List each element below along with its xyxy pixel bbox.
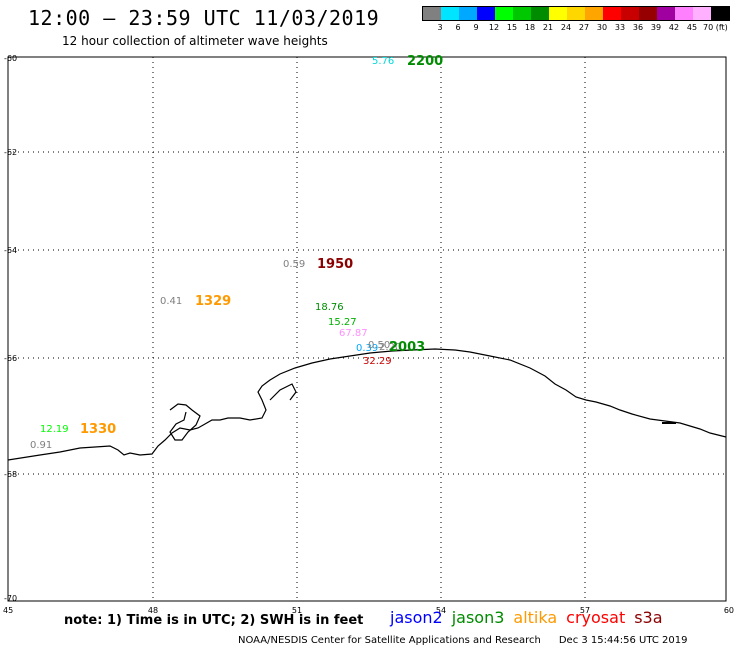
legend-swatch: [441, 7, 459, 20]
lon-tick-label: 48: [148, 606, 158, 615]
antarctic-coastline: [7, 348, 727, 461]
color-legend: 3 6 9 12 15 18 21 24 27 30 33 36 39 42 45 70 (ft): [422, 6, 730, 32]
lat-tick-label: -68: [4, 470, 17, 479]
legend-swatch: [585, 7, 603, 20]
mission-label: altika: [513, 608, 558, 627]
lat-tick-label: -60: [4, 54, 17, 63]
map-frame: [7, 56, 727, 602]
legend-label: 9: [473, 23, 479, 32]
legend-label: 42: [668, 23, 680, 32]
axis-tick-labels: 45 48 51 54 57 60 -60 -62 -64 -66 -68 -70: [3, 54, 734, 615]
legend-label: 45: [686, 23, 698, 32]
pass-time-label: 2003: [389, 340, 425, 355]
wave-height-label: 32.29: [363, 356, 392, 367]
lon-tick-label: 51: [292, 606, 302, 615]
wave-height-label: 0.50: [368, 340, 390, 351]
legend-swatch: [459, 7, 477, 20]
legend-swatch: [567, 7, 585, 20]
lon-tick-label: 45: [3, 606, 13, 615]
lon-tick-label: 54: [436, 606, 446, 615]
wave-height-label: 5.76: [372, 56, 394, 67]
lat-tick-label: -70: [4, 594, 17, 603]
legend-label: 15: [506, 23, 518, 32]
legend-label: 21: [542, 23, 554, 32]
pass-time-label: 2200: [407, 54, 443, 69]
legend-swatch: [423, 7, 441, 20]
wave-height-label: 0.91: [30, 440, 52, 451]
coastline-ice-edge: [269, 383, 297, 401]
timestamp: Dec 3 15:44:56 UTC 2019: [558, 635, 688, 646]
legend-label: 33: [614, 23, 626, 32]
mission-label: cryosat: [566, 608, 626, 627]
wave-height-label: 0.41: [160, 296, 182, 307]
wave-height-label: 15.27: [328, 317, 357, 328]
wave-height-label: 18.76: [315, 302, 344, 313]
lat-tick-label: -64: [4, 246, 17, 255]
legend-swatch: [639, 7, 657, 20]
legend-label: 36: [632, 23, 644, 32]
lat-lon-grid: [8, 57, 726, 601]
lat-tick-label: -62: [4, 148, 17, 157]
credit-text: NOAA/NESDIS Center for Satellite Applica…: [238, 635, 541, 646]
pass-time-label: 1950: [317, 257, 353, 272]
legend-label: 30: [596, 23, 608, 32]
wave-height-label: 67.87: [339, 328, 368, 339]
wave-height-label: 2.20: [379, 342, 401, 353]
legend-swatch: [531, 7, 549, 20]
legend-label: 6: [455, 23, 461, 32]
legend-swatch: [603, 7, 621, 20]
lon-tick-label: 57: [580, 606, 590, 615]
pass-time-label: 1329: [195, 294, 231, 309]
legend-swatch: [621, 7, 639, 20]
wave-height-label: 0.59: [283, 259, 305, 270]
legend-label: 18: [524, 23, 536, 32]
legend-label: 70 (ft): [703, 23, 728, 32]
legend-labels: 3 6 9 12 15 18 21 24 27 30 33 36 39 42 45 70 (ft): [422, 23, 730, 32]
legend-label: 27: [578, 23, 590, 32]
legend-swatch: [711, 7, 729, 20]
legend-swatch: [549, 7, 567, 20]
page-subtitle: 12 hour collection of altimeter wave hei…: [62, 34, 328, 48]
legend-label: 39: [650, 23, 662, 32]
legend-swatch: [675, 7, 693, 20]
pass-time-label: 1330: [80, 422, 116, 437]
credit-line: NOAA/NESDIS Center for Satellite Applica…: [238, 635, 687, 646]
legend-swatches: [422, 6, 730, 21]
legend-swatch: [513, 7, 531, 20]
mission-label: jason2: [390, 608, 443, 627]
lat-tick-label: -66: [4, 354, 17, 363]
legend-label: 3: [437, 23, 443, 32]
wave-height-label: 12.19: [40, 424, 69, 435]
legend-swatch: [477, 7, 495, 20]
mission-legend: jason2 jason3 altika cryosat s3a: [390, 608, 672, 627]
coastline-inlet: [169, 403, 201, 441]
legend-swatch: [495, 7, 513, 20]
page-title: 12:00 – 23:59 UTC 11/03/2019: [28, 6, 380, 30]
wave-height-label: 0.39: [356, 343, 378, 354]
legend-label: 24: [560, 23, 572, 32]
mission-label: jason3: [451, 608, 505, 627]
mission-label: s3a: [634, 608, 663, 627]
legend-swatch: [693, 7, 711, 20]
legend-swatch: [657, 7, 675, 20]
lon-tick-label: 60: [724, 606, 734, 615]
legend-label: 12: [488, 23, 500, 32]
footer-note: note: 1) Time is in UTC; 2) SWH is in fe…: [64, 613, 364, 628]
